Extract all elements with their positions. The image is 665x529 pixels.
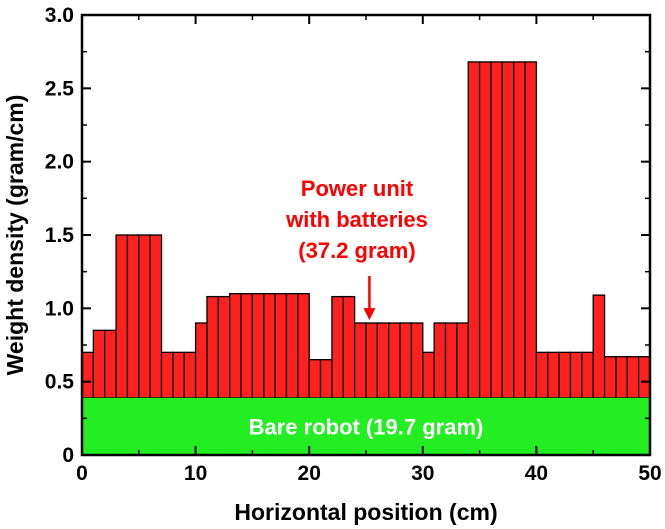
density-bar bbox=[149, 234, 163, 399]
density-bar bbox=[524, 61, 538, 399]
bare-robot-label: Bare robot (19.7 gram) bbox=[249, 414, 484, 439]
annotation-line-1: Power unit bbox=[301, 176, 414, 201]
density-bar bbox=[456, 322, 469, 399]
plot-area: 0 0.5 1.0 1.5 2.0 2.5 3.0 0 10 20 30 40 50 bbox=[45, 4, 662, 485]
density-bar bbox=[229, 293, 242, 399]
annotation-line-3: (37.2 gram) bbox=[298, 238, 415, 263]
y-tick-label: 3.0 bbox=[45, 4, 74, 27]
bare-robot-base bbox=[82, 397, 650, 455]
x-tick-label: 30 bbox=[411, 462, 434, 485]
density-bar bbox=[467, 61, 481, 399]
density-bar bbox=[331, 295, 344, 399]
x-tick-label: 40 bbox=[525, 462, 548, 485]
density-bar bbox=[183, 351, 197, 399]
density-bar bbox=[410, 322, 424, 399]
density-bar bbox=[388, 322, 401, 399]
y-tick-label: 2.0 bbox=[45, 151, 74, 174]
density-bar bbox=[444, 322, 458, 399]
density-bar bbox=[160, 351, 174, 399]
density-bar bbox=[138, 234, 151, 399]
density-bar bbox=[569, 351, 583, 399]
density-bar bbox=[263, 293, 276, 399]
y-tick-label: 1.0 bbox=[45, 297, 74, 320]
density-bar bbox=[274, 293, 288, 399]
y-tick-label: 2.5 bbox=[45, 77, 75, 100]
x-axis-title: Horizontal position (cm) bbox=[234, 499, 497, 525]
y-tick-label: 0 bbox=[62, 444, 74, 467]
x-tick-label: 10 bbox=[184, 462, 207, 485]
density-bar bbox=[126, 234, 140, 399]
density-bar bbox=[592, 294, 606, 399]
density-bar bbox=[285, 293, 299, 399]
density-bar bbox=[637, 356, 651, 399]
x-tick-label: 20 bbox=[298, 462, 321, 485]
density-bar bbox=[478, 61, 492, 399]
annotation-line-2: with batteries bbox=[285, 207, 428, 232]
density-bar bbox=[308, 359, 322, 399]
density-bar bbox=[297, 293, 310, 399]
density-bar bbox=[501, 61, 515, 399]
density-bar bbox=[115, 234, 129, 399]
density-bar bbox=[240, 293, 254, 399]
density-bar bbox=[399, 322, 413, 399]
annotation-arrow-head bbox=[363, 308, 376, 321]
density-bar bbox=[319, 359, 333, 399]
x-tick-label: 50 bbox=[638, 462, 661, 485]
density-bar bbox=[490, 61, 503, 399]
y-tick-label: 0.5 bbox=[45, 371, 75, 394]
x-tick-label: 0 bbox=[76, 462, 88, 485]
density-bar bbox=[342, 295, 356, 399]
density-bar bbox=[626, 356, 640, 399]
density-bar bbox=[547, 351, 560, 399]
density-bar bbox=[81, 351, 95, 399]
density-bar bbox=[365, 322, 379, 399]
density-bar bbox=[535, 351, 549, 399]
density-bar bbox=[603, 356, 617, 399]
density-bar bbox=[194, 322, 208, 399]
density-bar bbox=[513, 61, 526, 399]
density-bar bbox=[217, 295, 231, 399]
density-bar bbox=[433, 322, 447, 399]
density-bar bbox=[353, 322, 367, 399]
density-bar bbox=[615, 356, 628, 399]
density-bar bbox=[251, 293, 265, 399]
density-bar bbox=[172, 351, 185, 399]
density-bar bbox=[206, 295, 219, 399]
density-bar bbox=[104, 329, 117, 399]
density-bar bbox=[92, 329, 106, 399]
density-bar bbox=[581, 351, 594, 399]
y-tick-label: 1.5 bbox=[45, 224, 75, 247]
power-unit-annotation: Power unit with batteries (37.2 gram) bbox=[285, 176, 428, 321]
density-bar bbox=[376, 322, 390, 399]
density-bar bbox=[422, 351, 435, 399]
density-bar bbox=[558, 351, 572, 399]
y-axis-title: Weight density (gram/cm) bbox=[2, 95, 28, 376]
